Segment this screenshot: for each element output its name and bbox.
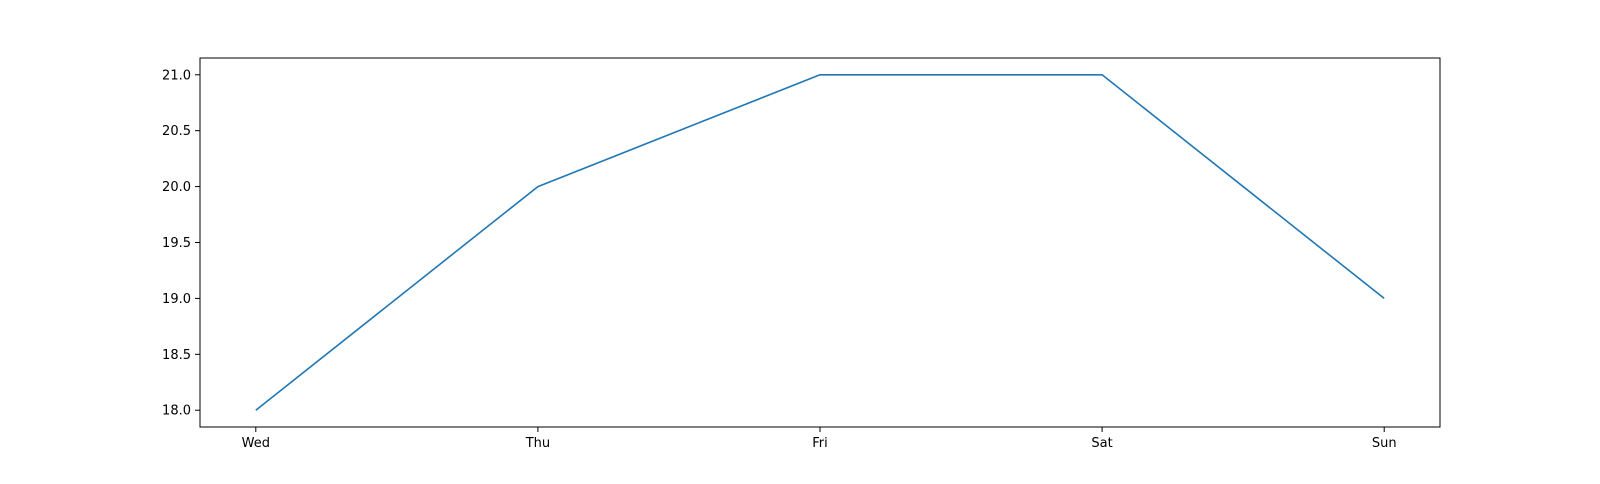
y-axis: 18.0 18.5 19.0 19.5 20.0 20.5 21.0 [162, 68, 200, 419]
series-layer [255, 73, 1385, 411]
y-tick-label: 18.0 [162, 404, 191, 419]
x-tick-label: Fri [812, 436, 828, 451]
y-tick-label: 20.5 [162, 124, 191, 139]
x-axis: Wed Thu Fri Sat Sun [242, 427, 1397, 451]
x-tick-label: Sat [1091, 436, 1112, 451]
y-tick-label: 20.0 [162, 180, 191, 195]
x-tick-label: Sun [1372, 436, 1397, 451]
series-line [255, 73, 1385, 411]
plot-frame [199, 57, 1441, 428]
x-tick-label: Thu [525, 436, 550, 451]
y-tick-label: 19.0 [162, 292, 191, 307]
y-tick-label: 21.0 [162, 68, 191, 83]
x-tick-label: Wed [242, 436, 270, 451]
y-tick-label: 18.5 [162, 348, 191, 363]
y-tick-label: 19.5 [162, 236, 191, 251]
